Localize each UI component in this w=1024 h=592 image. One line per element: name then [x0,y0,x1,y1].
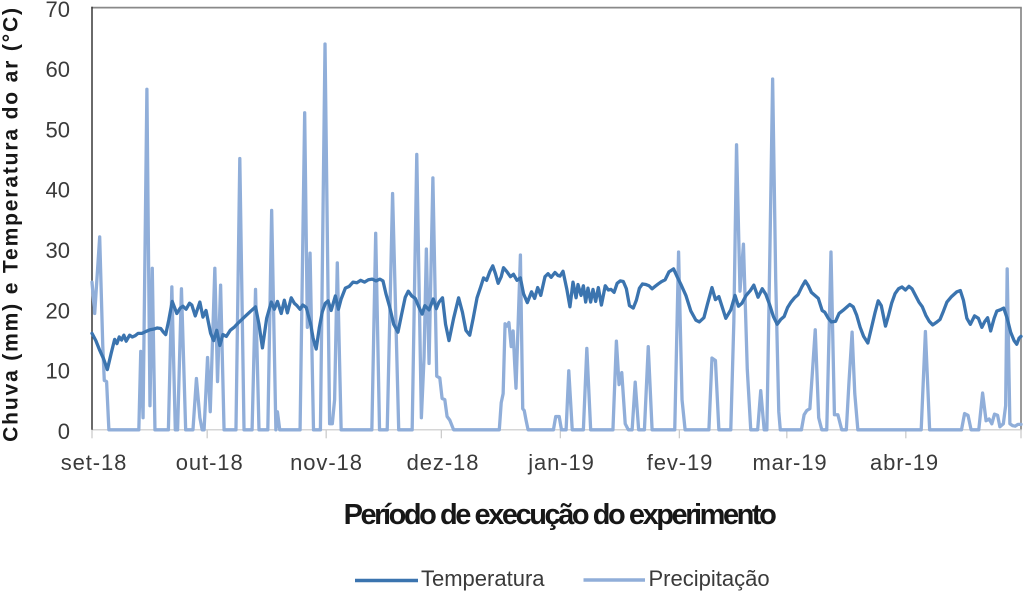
svg-text:Chuva (mm) e Temperatura do ar: Chuva (mm) e Temperatura do ar (°C) [0,6,23,442]
svg-text:10: 10 [46,359,70,384]
svg-text:set-18: set-18 [61,450,128,475]
svg-text:0: 0 [58,419,70,444]
svg-text:Período de execução do experim: Período de execução do experimento [344,499,777,531]
svg-text:50: 50 [46,117,70,142]
svg-text:abr-19: abr-19 [870,450,939,475]
svg-text:fev-19: fev-19 [647,450,714,475]
svg-text:out-18: out-18 [176,450,244,475]
svg-text:jan-19: jan-19 [527,450,595,475]
svg-text:20: 20 [46,298,70,323]
svg-text:mar-19: mar-19 [752,450,827,475]
svg-text:dez-18: dez-18 [407,450,480,475]
svg-text:40: 40 [46,178,70,203]
svg-text:Temperatura: Temperatura [421,566,545,591]
svg-text:60: 60 [46,57,70,82]
svg-text:30: 30 [46,238,70,263]
svg-text:nov-18: nov-18 [290,450,363,475]
svg-text:Precipitação: Precipitação [649,566,770,591]
svg-text:70: 70 [46,0,70,22]
